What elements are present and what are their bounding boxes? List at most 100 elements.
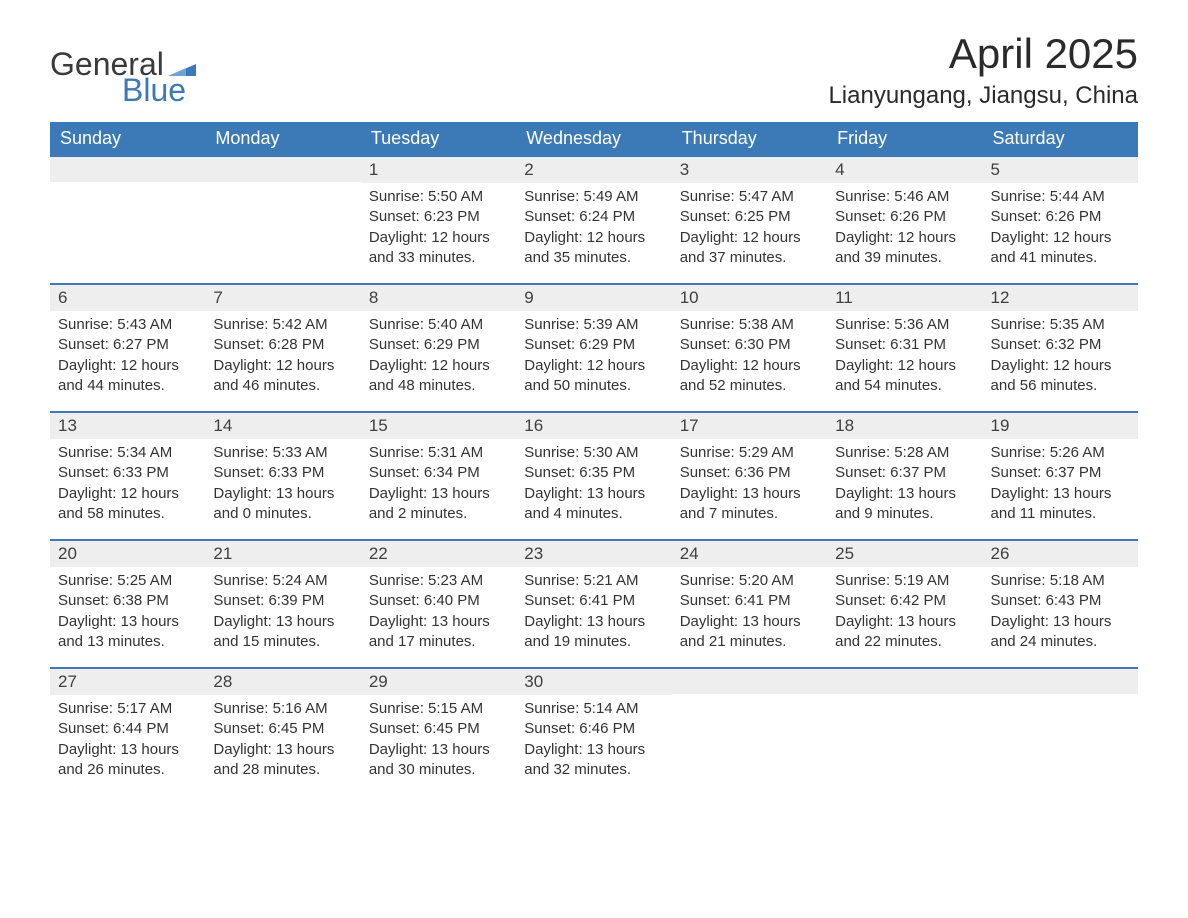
day-dl1: Daylight: 13 hours [524,484,663,504]
day-dl2: and 0 minutes. [213,504,352,524]
day-sunset: Sunset: 6:45 PM [369,719,508,739]
day-number: 1 [361,157,516,183]
day-sunrise: Sunrise: 5:47 AM [680,187,819,207]
day-sunrise: Sunrise: 5:43 AM [58,315,197,335]
day-cell: 26Sunrise: 5:18 AMSunset: 6:43 PMDayligh… [983,541,1138,667]
day-dl1: Daylight: 13 hours [58,612,197,632]
day-sunrise: Sunrise: 5:18 AM [991,571,1130,591]
day-cell: 10Sunrise: 5:38 AMSunset: 6:30 PMDayligh… [672,285,827,411]
day-sunrise: Sunrise: 5:29 AM [680,443,819,463]
day-cell: 9Sunrise: 5:39 AMSunset: 6:29 PMDaylight… [516,285,671,411]
day-content: Sunrise: 5:21 AMSunset: 6:41 PMDaylight:… [516,567,671,660]
day-number: 20 [50,541,205,567]
day-number: 15 [361,413,516,439]
day-sunrise: Sunrise: 5:46 AM [835,187,974,207]
day-cell: 17Sunrise: 5:29 AMSunset: 6:36 PMDayligh… [672,413,827,539]
day-sunset: Sunset: 6:26 PM [991,207,1130,227]
day-dl2: and 39 minutes. [835,248,974,268]
day-dl1: Daylight: 13 hours [680,612,819,632]
day-dl2: and 50 minutes. [524,376,663,396]
day-content: Sunrise: 5:46 AMSunset: 6:26 PMDaylight:… [827,183,982,276]
day-content: Sunrise: 5:17 AMSunset: 6:44 PMDaylight:… [50,695,205,788]
day-cell: 6Sunrise: 5:43 AMSunset: 6:27 PMDaylight… [50,285,205,411]
title-area: April 2025 Lianyungang, Jiangsu, China [828,30,1138,110]
day-cell: 1Sunrise: 5:50 AMSunset: 6:23 PMDaylight… [361,157,516,283]
day-dl2: and 7 minutes. [680,504,819,524]
day-dl1: Daylight: 13 hours [58,740,197,760]
day-sunset: Sunset: 6:46 PM [524,719,663,739]
day-dl2: and 21 minutes. [680,632,819,652]
day-dl2: and 56 minutes. [991,376,1130,396]
day-sunrise: Sunrise: 5:42 AM [213,315,352,335]
day-number [827,669,982,694]
day-number: 14 [205,413,360,439]
day-dl2: and 35 minutes. [524,248,663,268]
day-dl1: Daylight: 13 hours [369,740,508,760]
day-cell: 18Sunrise: 5:28 AMSunset: 6:37 PMDayligh… [827,413,982,539]
day-sunset: Sunset: 6:34 PM [369,463,508,483]
day-content: Sunrise: 5:20 AMSunset: 6:41 PMDaylight:… [672,567,827,660]
day-cell: 20Sunrise: 5:25 AMSunset: 6:38 PMDayligh… [50,541,205,667]
day-content: Sunrise: 5:50 AMSunset: 6:23 PMDaylight:… [361,183,516,276]
day-dl1: Daylight: 13 hours [524,612,663,632]
day-content: Sunrise: 5:47 AMSunset: 6:25 PMDaylight:… [672,183,827,276]
day-sunset: Sunset: 6:42 PM [835,591,974,611]
day-cell: 24Sunrise: 5:20 AMSunset: 6:41 PMDayligh… [672,541,827,667]
day-dl1: Daylight: 13 hours [213,740,352,760]
day-sunrise: Sunrise: 5:26 AM [991,443,1130,463]
day-dl2: and 58 minutes. [58,504,197,524]
day-number: 9 [516,285,671,311]
day-content: Sunrise: 5:14 AMSunset: 6:46 PMDaylight:… [516,695,671,788]
week-row: 6Sunrise: 5:43 AMSunset: 6:27 PMDaylight… [50,283,1138,411]
day-number: 12 [983,285,1138,311]
day-dl1: Daylight: 13 hours [369,612,508,632]
day-number: 22 [361,541,516,567]
week-row: 27Sunrise: 5:17 AMSunset: 6:44 PMDayligh… [50,667,1138,795]
week-row: 13Sunrise: 5:34 AMSunset: 6:33 PMDayligh… [50,411,1138,539]
day-content: Sunrise: 5:42 AMSunset: 6:28 PMDaylight:… [205,311,360,404]
day-cell: 13Sunrise: 5:34 AMSunset: 6:33 PMDayligh… [50,413,205,539]
day-sunset: Sunset: 6:38 PM [58,591,197,611]
day-content [50,182,205,262]
day-cell: 11Sunrise: 5:36 AMSunset: 6:31 PMDayligh… [827,285,982,411]
day-number [50,157,205,182]
day-sunrise: Sunrise: 5:36 AM [835,315,974,335]
day-content: Sunrise: 5:35 AMSunset: 6:32 PMDaylight:… [983,311,1138,404]
day-number: 4 [827,157,982,183]
day-dl2: and 54 minutes. [835,376,974,396]
day-dl1: Daylight: 13 hours [991,484,1130,504]
day-content: Sunrise: 5:49 AMSunset: 6:24 PMDaylight:… [516,183,671,276]
day-number: 18 [827,413,982,439]
day-cell: 19Sunrise: 5:26 AMSunset: 6:37 PMDayligh… [983,413,1138,539]
day-number: 17 [672,413,827,439]
day-cell: 30Sunrise: 5:14 AMSunset: 6:46 PMDayligh… [516,669,671,795]
day-cell: 16Sunrise: 5:30 AMSunset: 6:35 PMDayligh… [516,413,671,539]
day-number: 7 [205,285,360,311]
day-dl2: and 46 minutes. [213,376,352,396]
day-cell: 2Sunrise: 5:49 AMSunset: 6:24 PMDaylight… [516,157,671,283]
day-dl1: Daylight: 12 hours [524,356,663,376]
day-dl2: and 24 minutes. [991,632,1130,652]
day-number: 30 [516,669,671,695]
day-number: 16 [516,413,671,439]
day-sunset: Sunset: 6:24 PM [524,207,663,227]
day-dl2: and 13 minutes. [58,632,197,652]
logo: General Blue [50,30,196,106]
day-sunset: Sunset: 6:41 PM [524,591,663,611]
day-cell: 27Sunrise: 5:17 AMSunset: 6:44 PMDayligh… [50,669,205,795]
day-dl1: Daylight: 12 hours [58,484,197,504]
day-content: Sunrise: 5:23 AMSunset: 6:40 PMDaylight:… [361,567,516,660]
day-dl1: Daylight: 12 hours [58,356,197,376]
day-cell: 15Sunrise: 5:31 AMSunset: 6:34 PMDayligh… [361,413,516,539]
day-sunrise: Sunrise: 5:50 AM [369,187,508,207]
day-content: Sunrise: 5:24 AMSunset: 6:39 PMDaylight:… [205,567,360,660]
location-subtitle: Lianyungang, Jiangsu, China [828,82,1138,110]
day-cell: 3Sunrise: 5:47 AMSunset: 6:25 PMDaylight… [672,157,827,283]
day-sunrise: Sunrise: 5:21 AM [524,571,663,591]
day-dl2: and 48 minutes. [369,376,508,396]
day-sunset: Sunset: 6:39 PM [213,591,352,611]
day-number [983,669,1138,694]
day-number: 19 [983,413,1138,439]
day-sunset: Sunset: 6:29 PM [524,335,663,355]
day-sunrise: Sunrise: 5:15 AM [369,699,508,719]
